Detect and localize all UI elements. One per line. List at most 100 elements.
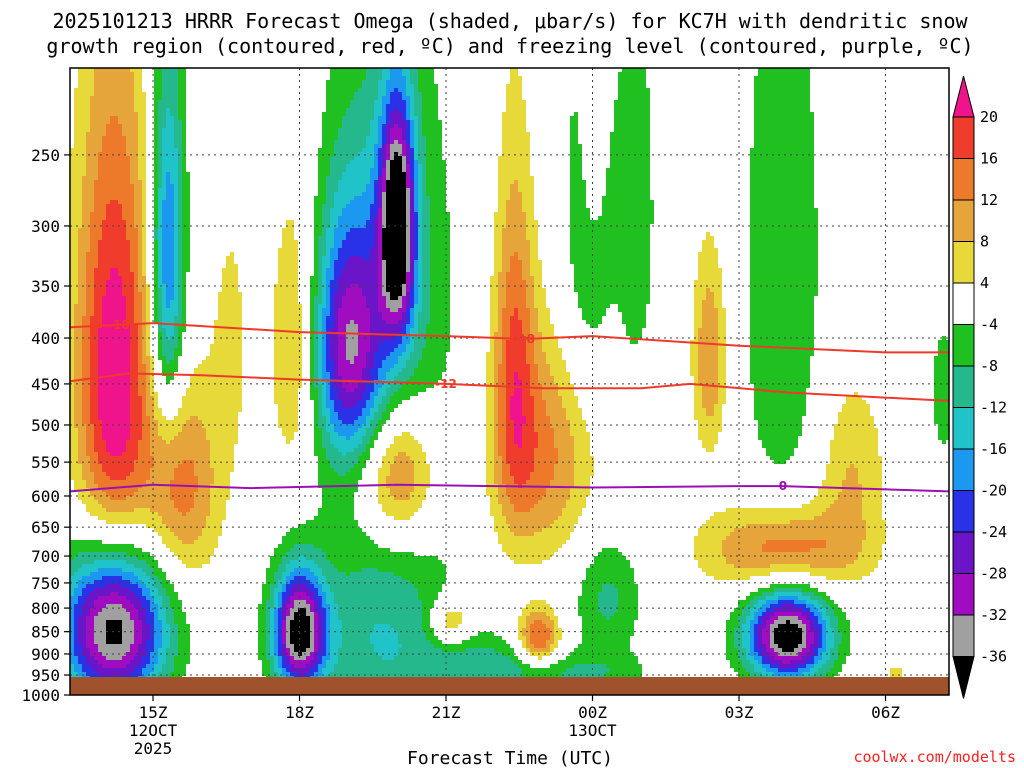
omega-cell — [718, 368, 726, 372]
omega-cell — [422, 620, 430, 624]
omega-cell — [522, 640, 526, 644]
omega-cell — [274, 288, 298, 292]
omega-cell — [406, 156, 410, 160]
omega-cell — [86, 160, 98, 164]
omega-cell — [714, 292, 722, 296]
omega-cell — [290, 560, 314, 564]
omega-cell — [362, 368, 370, 372]
omega-cell — [314, 264, 318, 268]
omega-cell — [354, 320, 370, 324]
omega-cell — [506, 388, 514, 392]
omega-cell — [334, 564, 446, 568]
omega-cell — [422, 124, 442, 128]
omega-cell — [134, 468, 150, 472]
omega-cell — [430, 200, 446, 204]
omega-cell — [306, 672, 314, 676]
omega-cell — [94, 292, 106, 296]
omega-cell — [522, 388, 530, 392]
omega-cell — [502, 504, 514, 508]
omega-cell — [102, 424, 130, 428]
omega-cell — [210, 496, 230, 500]
omega-cell — [138, 340, 142, 344]
omega-cell — [314, 400, 318, 404]
omega-cell — [410, 192, 414, 196]
omega-cell — [426, 180, 446, 184]
omega-cell — [70, 332, 74, 336]
omega-cell — [750, 380, 810, 384]
omega-cell — [310, 356, 314, 360]
omega-cell — [318, 468, 334, 472]
omega-cell — [142, 196, 146, 200]
omega-cell — [74, 608, 82, 612]
omega-cell — [162, 76, 178, 80]
omega-cell — [318, 280, 322, 284]
omega-cell — [410, 288, 414, 292]
omega-cell — [174, 664, 186, 668]
omega-cell — [498, 424, 506, 428]
omega-cell — [534, 340, 542, 344]
omega-cell — [754, 640, 758, 644]
omega-cell — [418, 72, 434, 76]
omega-cell — [98, 348, 130, 352]
omega-cell — [330, 208, 342, 212]
omega-cell — [70, 172, 86, 176]
omega-cell — [138, 120, 146, 124]
omega-cell — [390, 444, 422, 448]
omega-cell — [514, 532, 534, 536]
omega-cell — [718, 388, 726, 392]
omega-cell — [154, 664, 162, 668]
omega-cell — [178, 292, 182, 296]
omega-cell — [338, 412, 362, 416]
omega-cell — [70, 572, 74, 576]
omega-cell — [410, 292, 414, 296]
omega-cell — [182, 400, 242, 404]
omega-cell — [126, 296, 134, 300]
omega-cell — [306, 664, 314, 668]
omega-cell — [178, 244, 182, 248]
omega-cell — [314, 312, 318, 316]
omega-cell — [754, 668, 766, 672]
omega-cell — [222, 272, 238, 276]
omega-cell — [694, 308, 702, 312]
omega-cell — [174, 220, 178, 224]
omega-cell — [602, 548, 618, 552]
omega-cell — [158, 164, 162, 168]
omega-cell — [158, 192, 166, 196]
omega-cell — [178, 276, 182, 280]
omega-cell — [370, 632, 398, 636]
omega-cell — [534, 352, 546, 356]
omega-cell — [406, 348, 414, 352]
omega-cell — [70, 604, 74, 608]
omega-cell — [318, 364, 322, 368]
omega-cell — [318, 276, 322, 280]
omega-cell — [162, 280, 174, 284]
omega-cell — [178, 308, 182, 312]
omega-cell — [422, 276, 430, 280]
omega-cell — [582, 584, 602, 588]
omega-cell — [286, 568, 294, 572]
omega-cell — [430, 316, 450, 320]
omega-cell — [370, 340, 382, 344]
omega-cell — [322, 308, 330, 312]
omega-cell — [498, 368, 506, 372]
omega-cell — [530, 260, 542, 264]
omega-cell — [326, 176, 342, 180]
omega-cell — [166, 184, 174, 188]
omega-cell — [134, 620, 142, 624]
omega-cell — [702, 248, 718, 252]
omega-cell — [70, 412, 74, 416]
omega-cell — [762, 672, 774, 676]
omega-cell — [398, 372, 414, 376]
omega-cell — [330, 344, 338, 348]
omega-cell — [94, 272, 110, 276]
omega-cell — [86, 620, 94, 624]
omega-cell — [134, 80, 142, 84]
omega-cell — [718, 320, 726, 324]
omega-cell — [378, 152, 382, 156]
omega-cell — [522, 424, 534, 428]
omega-cell — [74, 328, 82, 332]
omega-cell — [394, 348, 406, 352]
omega-cell — [382, 68, 390, 72]
omega-cell — [766, 644, 770, 648]
omega-cell — [82, 212, 90, 216]
